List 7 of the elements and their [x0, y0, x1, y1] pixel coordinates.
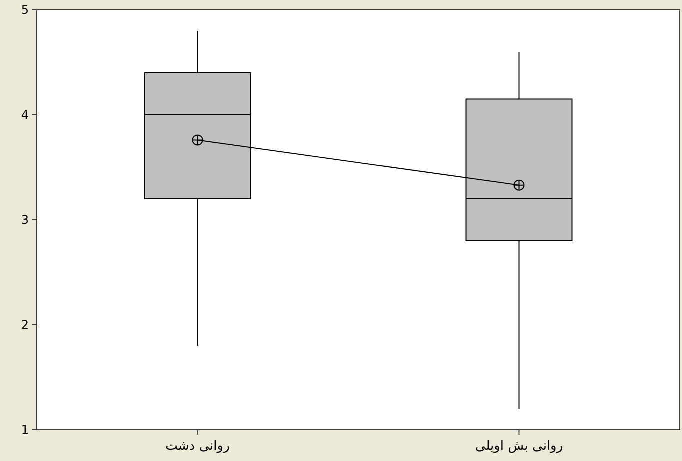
y-tick-label: 4 [21, 108, 29, 122]
y-tick-label: 2 [21, 318, 29, 332]
y-tick-label: 3 [21, 213, 29, 227]
x-tick-label: روانی دشت [166, 439, 230, 454]
y-tick-label: 5 [21, 3, 29, 17]
y-tick-label: 1 [21, 423, 29, 437]
x-tick-label: روانی بش اویلی [475, 439, 564, 454]
